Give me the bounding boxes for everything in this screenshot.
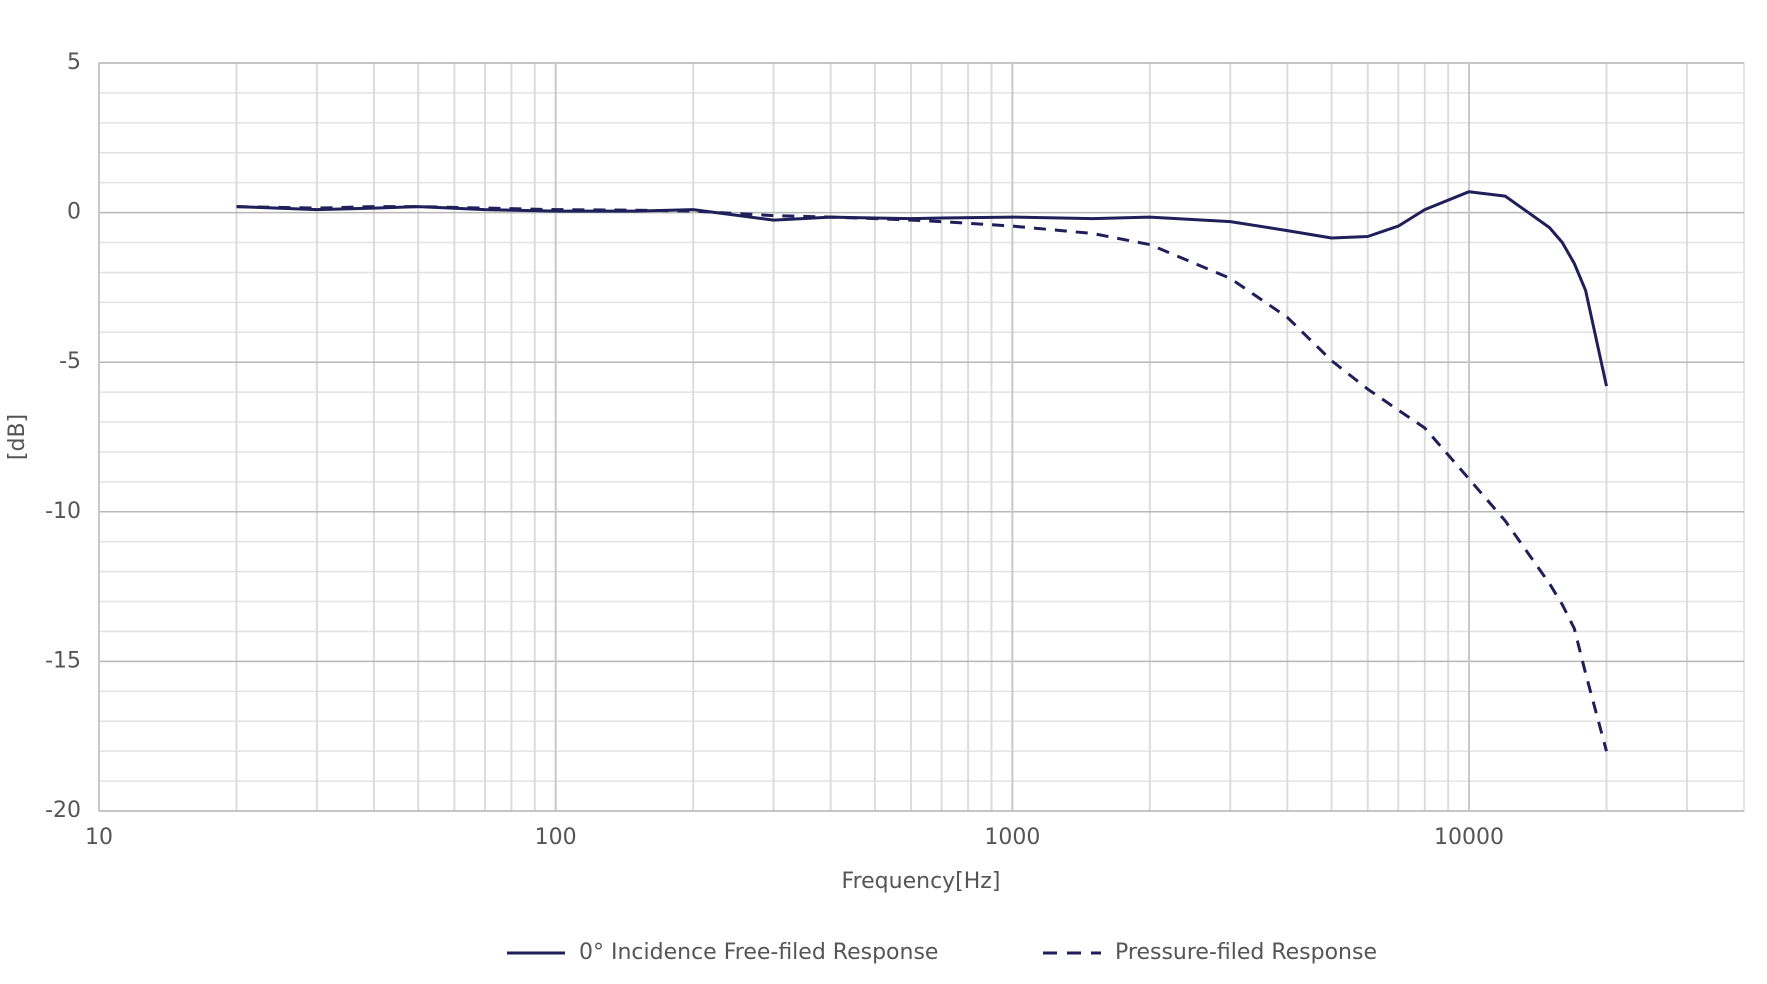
y-tick-label: 0	[67, 200, 81, 225]
x-tick-label: 1000	[984, 825, 1040, 850]
y-tick-label: -15	[45, 648, 81, 673]
legend-label: Pressure-filed Response	[1115, 940, 1377, 965]
x-tick-label: 10000	[1434, 825, 1504, 850]
y-tick-label: -5	[59, 349, 81, 374]
series-line	[236, 190, 1608, 387]
y-tick-label: -10	[45, 499, 81, 524]
y-tick-label: -20	[45, 798, 81, 823]
x-tick-label: 10	[85, 825, 113, 850]
series-line	[236, 205, 1608, 752]
x-axis-label: Frequency[Hz]	[842, 869, 1001, 894]
y-axis-label: [dB]	[5, 414, 30, 460]
legend-label: 0° Incidence Free-filed Response	[579, 940, 938, 965]
plot-area	[98, 62, 1745, 812]
x-tick-label: 100	[535, 825, 577, 850]
y-tick-label: 5	[67, 50, 81, 75]
